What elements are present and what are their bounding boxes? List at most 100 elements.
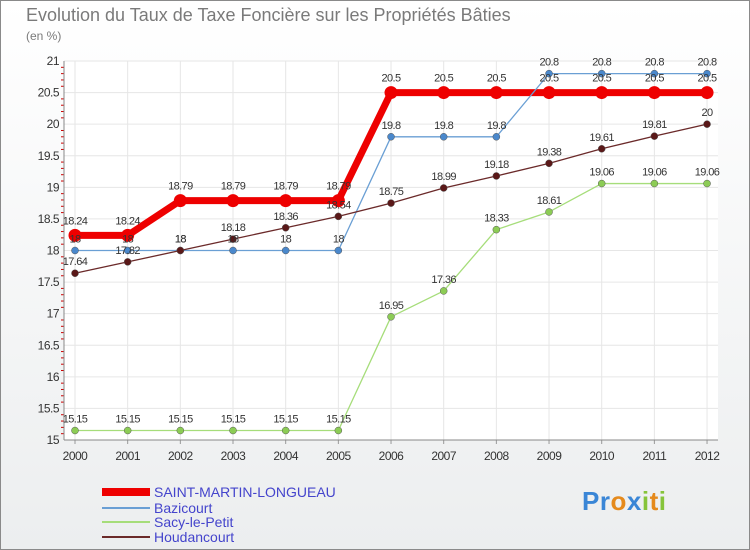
data-label: 18.75 (379, 186, 404, 198)
x-tick-label: 2010 (589, 449, 615, 463)
data-label: 18.24 (63, 215, 88, 227)
data-point (542, 86, 556, 100)
x-tick-label: 2003 (221, 449, 247, 463)
logo-letter: i (658, 486, 667, 516)
data-point (700, 86, 714, 100)
data-point (492, 225, 501, 234)
data-point (176, 246, 185, 255)
x-tick-label: 2002 (168, 449, 194, 463)
logo-letter: i (641, 486, 650, 516)
data-point (279, 194, 293, 208)
data-label: 18.33 (484, 213, 509, 225)
data-point (71, 426, 79, 435)
data-point (703, 179, 711, 188)
data-point (597, 179, 606, 188)
data-point (489, 86, 503, 100)
legend-swatch (102, 536, 150, 538)
data-point (281, 224, 290, 232)
data-point (384, 86, 398, 100)
data-label: 20.5 (434, 73, 453, 85)
data-point (545, 69, 553, 78)
unit-label: (en %) (26, 29, 62, 43)
y-tick-label: 19.5 (38, 149, 60, 163)
data-label: 18 (175, 234, 187, 246)
data-label: 18.79 (326, 181, 351, 193)
logo-letter: P (582, 486, 600, 516)
data-point (545, 159, 553, 168)
data-point (68, 228, 82, 242)
data-label: 16.95 (379, 300, 404, 312)
legend-label: Sacy-le-Petit (154, 514, 234, 530)
legend-item-sacy-le-petit: Sacy-le-Petit (102, 514, 234, 530)
y-tick-label: 18 (47, 244, 60, 258)
data-label: 17.64 (63, 256, 88, 268)
data-point (71, 246, 79, 255)
data-label: 18 (175, 234, 187, 246)
data-point (650, 179, 659, 188)
data-label: 18.54 (326, 199, 351, 211)
legend-swatch (102, 521, 150, 523)
data-label: 20.5 (487, 73, 506, 85)
data-label: 18 (122, 234, 134, 246)
y-tick-label: 19 (47, 180, 60, 194)
data-label: 19.81 (642, 119, 667, 131)
data-label: 15.15 (168, 414, 193, 426)
legend-label: Bazicourt (154, 500, 213, 516)
data-point (439, 287, 448, 295)
y-tick-label: 17 (47, 307, 60, 321)
data-point (647, 86, 661, 100)
x-tick-label: 2011 (642, 449, 667, 463)
data-point (703, 120, 711, 128)
data-label: 19.06 (589, 167, 614, 179)
data-point (121, 228, 135, 242)
data-label: 19.8 (487, 120, 506, 132)
data-point (439, 184, 448, 192)
data-point (123, 426, 132, 435)
data-label: 19.61 (589, 132, 614, 144)
data-label: 18 (69, 234, 81, 246)
x-tick-label: 2009 (537, 449, 563, 463)
data-point (229, 235, 237, 243)
data-point (545, 208, 553, 216)
data-point (650, 69, 659, 78)
legend-label: Houdancourt (154, 529, 235, 545)
data-point (597, 69, 606, 78)
data-label: 18 (280, 234, 292, 246)
data-label: 15.15 (273, 414, 298, 426)
x-tick-label: 2006 (379, 449, 405, 463)
data-label: 18 (227, 234, 239, 246)
data-point (176, 426, 185, 435)
x-tick-label: 2007 (431, 449, 457, 463)
data-point (387, 199, 395, 207)
data-point (229, 426, 237, 435)
y-tick-label: 18.5 (38, 212, 60, 226)
data-point (492, 133, 501, 141)
data-point (437, 86, 451, 100)
data-point (334, 212, 343, 221)
data-label: 15.15 (63, 414, 88, 426)
data-label: 20.8 (592, 57, 611, 69)
x-tick-label: 2001 (115, 449, 141, 463)
data-label: 19.06 (642, 167, 667, 179)
data-point (595, 86, 609, 100)
data-point (387, 133, 395, 141)
data-label: 18.79 (221, 181, 246, 193)
legend-swatch (102, 488, 150, 496)
y-tick-label: 20 (47, 117, 60, 131)
data-point (387, 313, 395, 321)
data-label: 18.36 (273, 211, 298, 223)
legend-item-houdancourt: Houdancourt (102, 529, 235, 545)
x-tick-label: 2012 (695, 449, 721, 463)
y-tick-label: 16 (47, 370, 60, 384)
data-label: 20.5 (645, 73, 664, 85)
data-label: 18.61 (537, 195, 562, 207)
x-tick-label: 2000 (63, 449, 89, 463)
legend-item-saint-martin-longueau: SAINT-MARTIN-LONGUEAU (102, 484, 336, 500)
logo-letter: r (599, 486, 611, 516)
y-tick-label: 15.5 (38, 401, 60, 415)
data-point (492, 172, 501, 180)
y-tick-label: 17.5 (38, 275, 60, 289)
data-label: 17.36 (431, 274, 456, 286)
data-point (173, 194, 187, 208)
data-label: 20.5 (592, 73, 611, 85)
